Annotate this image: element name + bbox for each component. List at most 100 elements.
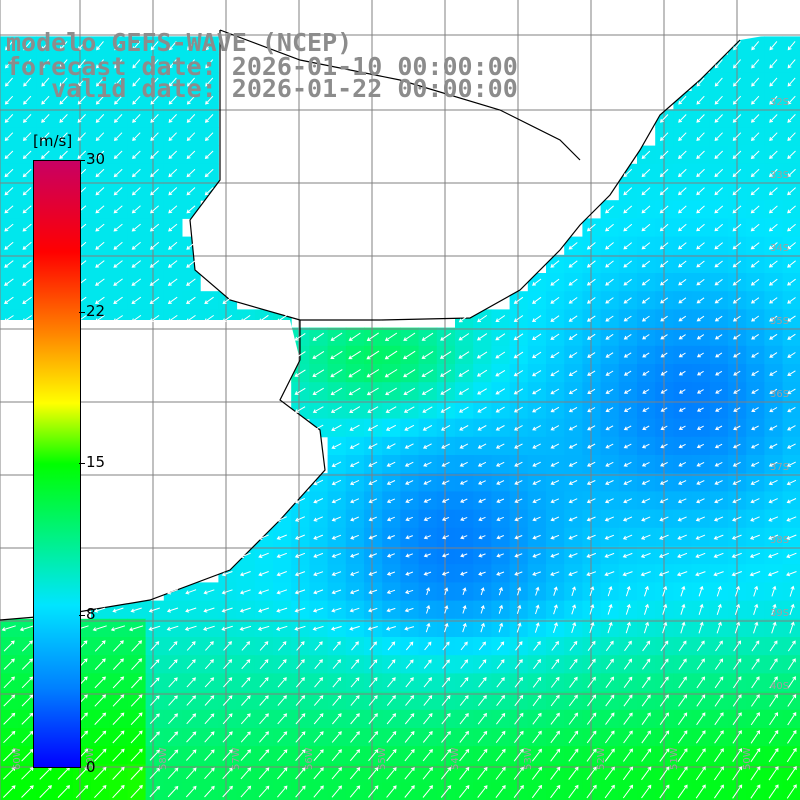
wind-arrow (149, 785, 161, 798)
wind-arrow (368, 534, 377, 540)
wind-arrow (22, 205, 32, 214)
wind-arrow (641, 279, 650, 286)
wind-arrow (368, 571, 378, 576)
wind-arrow (22, 187, 32, 196)
wind-arrow (769, 315, 778, 322)
wind-arrow (753, 621, 759, 634)
wind-arrow (313, 479, 324, 486)
wind-arrow (41, 114, 50, 123)
wind-arrow (568, 571, 578, 576)
wind-arrow (786, 747, 797, 763)
wind-arrow (22, 278, 32, 286)
wind-arrow (331, 785, 342, 798)
wind-arrow (185, 607, 197, 613)
wind-arrow (623, 333, 632, 340)
wind-arrow (769, 132, 778, 141)
land-mask (0, 0, 800, 620)
wind-arrow (295, 767, 306, 780)
wind-arrow (204, 767, 215, 780)
wind-arrow (312, 424, 324, 431)
wind-arrow (239, 552, 251, 559)
wind-arrow (277, 695, 287, 706)
wind-arrow (387, 641, 396, 651)
wind-arrow (587, 658, 596, 670)
wind-arrow (786, 461, 796, 467)
wind-arrow (113, 278, 123, 286)
wind-arrow (75, 785, 89, 799)
latitude-label: 35S (770, 316, 789, 327)
wind-arrow (132, 59, 141, 69)
wind-arrow (586, 260, 596, 268)
wind-arrow (695, 784, 706, 799)
wind-arrow (680, 585, 686, 597)
wind-arrow (714, 242, 724, 250)
wind-arrow (514, 730, 524, 744)
wind-arrow (460, 516, 468, 521)
wind-arrow (221, 607, 233, 613)
wind-arrow (4, 132, 14, 141)
wind-arrow (532, 370, 542, 377)
wind-arrow (258, 607, 270, 613)
wind-arrow (223, 659, 233, 670)
wind-arrow (660, 370, 668, 376)
wind-arrow (623, 168, 633, 178)
wind-arrow (259, 731, 270, 743)
wind-arrow (605, 388, 614, 394)
wind-arrow (4, 114, 14, 123)
wind-arrow (532, 351, 542, 359)
wind-arrow (314, 659, 323, 670)
wind-arrow (387, 677, 396, 688)
wind-arrow (678, 480, 687, 485)
colorbar-tickmark (79, 312, 85, 313)
wind-arrow (386, 498, 396, 504)
wind-arrow (514, 498, 523, 503)
wind-arrow (421, 369, 434, 377)
wind-arrow (3, 730, 16, 744)
wind-arrow (622, 571, 633, 577)
wind-arrow (641, 260, 651, 268)
wind-arrow (312, 332, 324, 341)
wind-arrow (113, 260, 123, 268)
wind-arrow (440, 766, 452, 780)
wind-arrow (150, 150, 159, 160)
wind-arrow (696, 676, 706, 689)
wind-arrow (604, 534, 615, 540)
wind-arrow (569, 658, 578, 670)
wind-arrow (732, 748, 743, 762)
wind-arrow (350, 498, 360, 504)
wind-arrow (458, 388, 469, 395)
longitude-label: 57W (231, 747, 242, 770)
wind-arrow (384, 369, 398, 378)
wind-arrow (331, 767, 342, 780)
wind-arrow (623, 388, 632, 394)
wind-arrow (605, 352, 614, 358)
wind-arrow (714, 223, 724, 232)
wind-arrow (385, 626, 396, 631)
wind-arrow (642, 407, 650, 412)
wind-arrow (677, 223, 687, 232)
wind-arrow (586, 461, 596, 467)
wind-arrow (787, 168, 796, 178)
wind-arrow (677, 784, 688, 799)
wind-arrow (385, 424, 397, 431)
wind-arrow (205, 641, 214, 651)
wind-arrow (259, 677, 269, 688)
wind-arrow (496, 694, 505, 707)
wind-arrow (75, 766, 89, 780)
wind-arrow (768, 205, 778, 214)
wind-arrow (331, 424, 342, 431)
wind-arrow (513, 766, 524, 780)
wind-arrow (294, 534, 305, 540)
wind-arrow (278, 641, 287, 651)
wind-arrow (186, 278, 196, 286)
wind-arrow (714, 712, 724, 726)
wind-arrow (497, 641, 505, 651)
wind-arrow (168, 41, 177, 51)
wind-arrow (714, 658, 724, 670)
wind-arrow (660, 425, 668, 431)
wind-arrow (349, 767, 361, 780)
wind-arrow (59, 59, 68, 69)
wind-arrow (21, 712, 34, 725)
wind-arrow (442, 641, 450, 651)
wind-arrow (622, 534, 633, 540)
